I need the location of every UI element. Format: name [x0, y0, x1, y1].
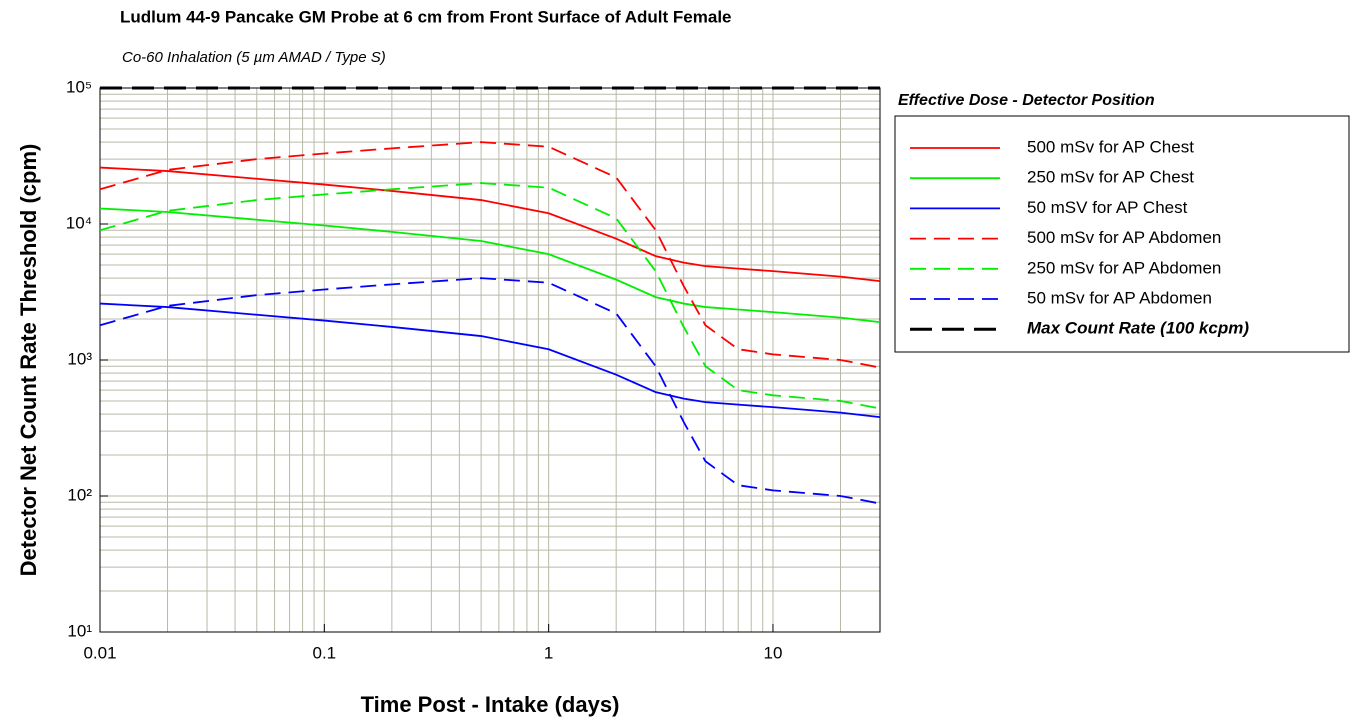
series-line — [99, 207, 881, 323]
legend-label: Max Count Rate (100 kcpm) — [1027, 319, 1249, 338]
series-line — [99, 277, 881, 505]
y-axis-label: Detector Net Count Rate Threshold (cpm) — [16, 144, 41, 577]
y-tick-label: 10⁴ — [66, 213, 92, 232]
legend-label: 250 mSv for AP Chest — [1027, 168, 1194, 187]
x-tick-label: 0.1 — [313, 643, 337, 662]
chart-title: Ludlum 44-9 Pancake GM Probe at 6 cm fro… — [120, 7, 732, 26]
y-tick-label: 10¹ — [67, 621, 92, 640]
x-axis-label: Time Post - Intake (days) — [361, 692, 620, 717]
x-tick-label: 0.01 — [83, 643, 116, 662]
x-tick-label: 10 — [764, 643, 783, 662]
legend-title: Effective Dose - Detector Position — [898, 92, 1155, 109]
series-line — [99, 141, 881, 369]
legend-label: 500 mSv for AP Abdomen — [1027, 228, 1221, 247]
y-tick-label: 10⁵ — [66, 77, 92, 96]
legend-label: 250 mSv for AP Abdomen — [1027, 258, 1221, 277]
legend-box — [894, 115, 1350, 353]
legend-label: 50 mSv for AP Abdomen — [1027, 288, 1212, 307]
y-tick-label: 10³ — [67, 349, 92, 368]
x-tick-label: 1 — [544, 643, 553, 662]
legend-label: 500 mSv for AP Chest — [1027, 137, 1194, 156]
series-line — [99, 302, 881, 419]
y-tick-label: 10² — [67, 485, 92, 504]
series-line — [99, 166, 881, 283]
series-line — [99, 182, 881, 410]
chart-subtitle: Co-60 Inhalation (5 µm AMAD / Type S) — [122, 49, 386, 66]
legend-label: 50 mSV for AP Chest — [1027, 198, 1188, 217]
